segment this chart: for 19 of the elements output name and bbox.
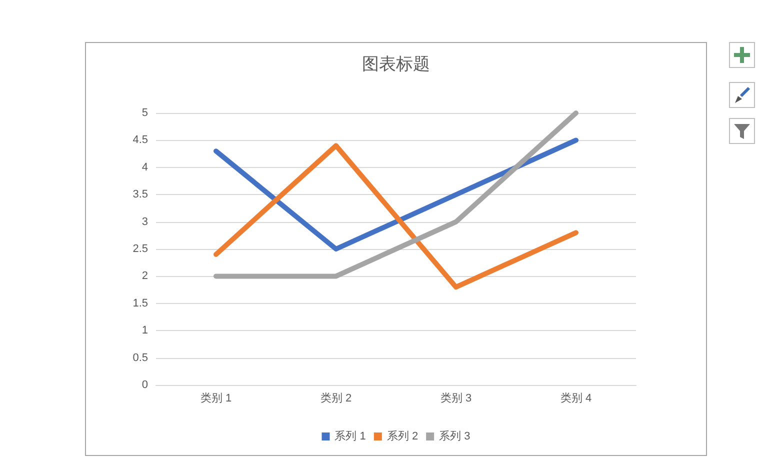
y-tick-label: 2 bbox=[142, 270, 148, 282]
legend-label: 系列 1 bbox=[334, 430, 366, 442]
x-tick-label: 类别 2 bbox=[320, 392, 352, 404]
y-tick-label: 3.5 bbox=[132, 188, 148, 201]
legend-label: 系列 3 bbox=[439, 430, 470, 442]
y-tick-label: 2.5 bbox=[132, 243, 148, 255]
y-tick-label: 0 bbox=[142, 379, 148, 391]
y-tick-label: 1.5 bbox=[132, 297, 148, 310]
y-tick-label: 5 bbox=[142, 107, 148, 119]
y-tick-label: 4.5 bbox=[132, 134, 148, 146]
y-tick-label: 0.5 bbox=[132, 352, 148, 364]
x-tick-label: 类别 4 bbox=[560, 392, 592, 404]
x-tick-label: 类别 1 bbox=[200, 392, 232, 404]
legend-label: 系列 2 bbox=[386, 430, 418, 442]
y-tick-label: 3 bbox=[142, 216, 148, 228]
chart-title: 图表标题 bbox=[362, 54, 430, 74]
x-tick-label: 类别 3 bbox=[440, 392, 472, 404]
y-tick-label: 1 bbox=[142, 324, 148, 337]
y-tick-label: 4 bbox=[142, 161, 148, 174]
